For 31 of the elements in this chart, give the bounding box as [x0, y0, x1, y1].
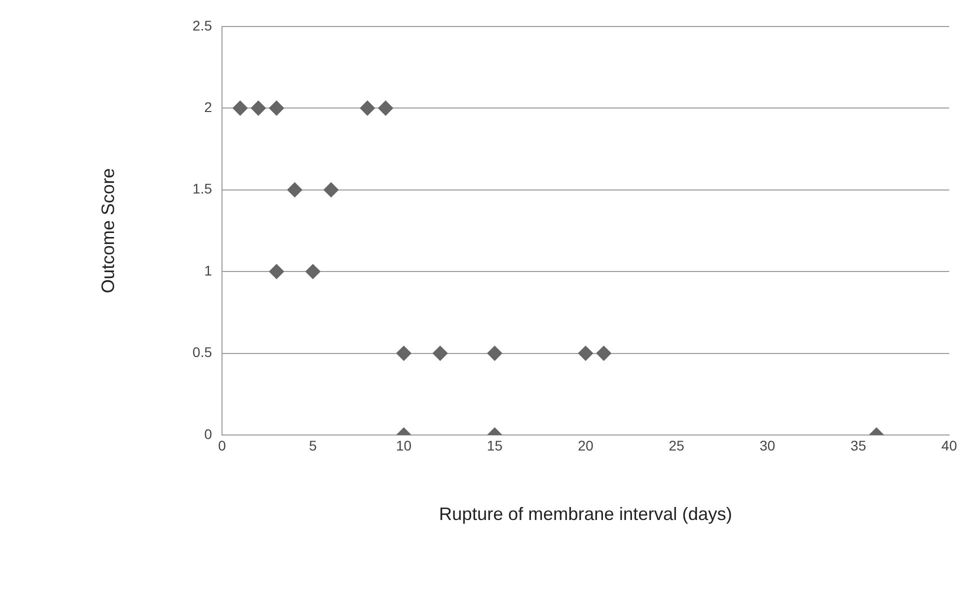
point — [287, 182, 302, 198]
x-tick-label: 5 — [309, 437, 318, 454]
point — [269, 100, 284, 116]
point — [324, 182, 339, 198]
x-axis-title: Rupture of membrane interval (days) — [439, 504, 732, 524]
x-tick-label: 30 — [760, 437, 776, 454]
x-tick-label: 25 — [668, 437, 685, 454]
point — [232, 100, 248, 116]
x-tick-label: 15 — [486, 437, 503, 454]
point — [396, 346, 412, 361]
point — [250, 100, 266, 116]
x-tick-label: 20 — [578, 437, 594, 454]
point — [578, 346, 594, 361]
point — [305, 264, 320, 280]
x-tick-label: 0 — [218, 437, 226, 454]
x-tick-label: 35 — [850, 437, 866, 454]
y-tick-label: 2.5 — [192, 17, 212, 34]
point — [360, 100, 375, 116]
point — [269, 264, 284, 280]
y-tick-label: 0.5 — [192, 344, 212, 360]
point — [432, 346, 448, 361]
y-tick-label: 0 — [204, 426, 212, 442]
point — [487, 346, 502, 361]
x-tick-label: 10 — [396, 437, 412, 454]
y-tick-label: 1 — [204, 262, 212, 278]
y-axis-title: Outcome Score — [98, 168, 118, 294]
y-tick-label: 2 — [204, 98, 212, 115]
point — [378, 100, 394, 116]
y-tick-label: 1.5 — [192, 180, 212, 197]
x-tick-label: 40 — [941, 437, 958, 454]
point — [596, 346, 612, 361]
